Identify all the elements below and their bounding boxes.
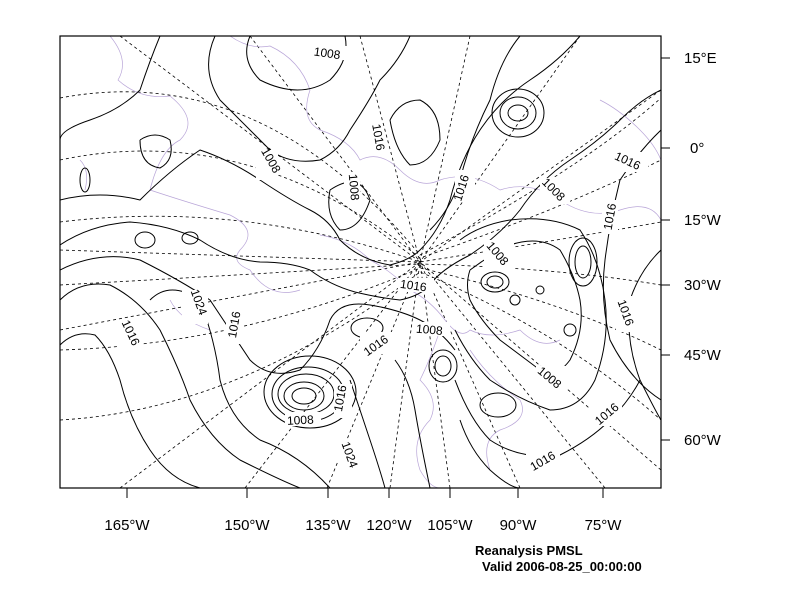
contour-label: 1008: [287, 412, 315, 427]
contour-label: 1016: [369, 123, 387, 152]
contour-label: 1008: [415, 322, 443, 338]
lon-label: 165°W: [104, 517, 150, 534]
lon-label: 90°W: [500, 517, 538, 534]
map-frame: [59, 35, 662, 489]
pmsl-contours: [60, 36, 661, 488]
contour-labels: 1008 1016 1008 1008 1016 1008 1016 1016 …: [118, 44, 643, 474]
contour-label: 1016: [601, 202, 619, 231]
graticule: [60, 36, 661, 488]
lat-label: 0°: [690, 140, 704, 157]
lon-label: 150°W: [224, 517, 270, 534]
lon-label: 105°W: [427, 517, 473, 534]
coastlines: [79, 36, 661, 488]
lat-label: 30°W: [684, 277, 722, 294]
valid-time: Valid 2006-08-25_00:00:00: [482, 559, 642, 574]
lon-axis: 165°W 150°W 135°W 120°W 105°W 90°W 75°W: [104, 488, 622, 534]
lat-label: 15°E: [684, 50, 717, 67]
lon-label: 135°W: [305, 517, 351, 534]
lon-label: 120°W: [366, 517, 412, 534]
contour-label: 1016: [225, 310, 243, 339]
lat-axis: 15°E 0° 15°W 30°W 45°W 60°W: [661, 50, 722, 449]
contour-label: 1008: [313, 45, 342, 63]
lat-label: 15°W: [684, 212, 722, 229]
closed-cells: [79, 88, 598, 418]
contour-label: 1008: [346, 173, 362, 201]
map-title: Reanalysis PMSL: [475, 543, 583, 558]
lon-label: 75°W: [585, 517, 623, 534]
lat-label: 45°W: [684, 347, 722, 364]
lat-label: 60°W: [684, 432, 722, 449]
contour-label: 1016: [331, 384, 349, 413]
contour-label: 1016: [399, 277, 428, 295]
